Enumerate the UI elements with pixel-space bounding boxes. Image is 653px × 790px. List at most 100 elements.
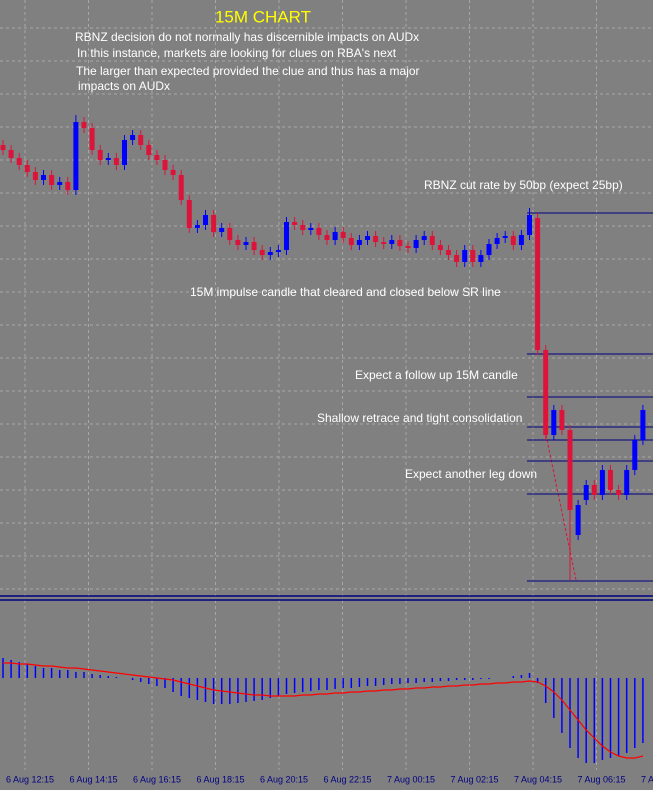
candle-body	[551, 410, 557, 435]
x-tick-label: 7 Aug 02:15	[450, 774, 498, 784]
chart-title: 15M CHART	[215, 7, 311, 26]
candle-body	[243, 242, 249, 245]
candle-body	[543, 350, 549, 435]
candle-body	[65, 182, 71, 190]
candle-body	[332, 232, 338, 240]
candle-body	[470, 250, 476, 262]
candle-body	[608, 470, 613, 490]
candle-body	[178, 175, 184, 200]
candle-body	[146, 145, 152, 155]
candle-body	[89, 128, 95, 150]
candle-body	[194, 225, 200, 228]
candle-body	[494, 238, 500, 244]
candle-body	[138, 135, 144, 145]
candle-body	[446, 250, 451, 255]
note: impacts on AUDx	[78, 79, 170, 93]
candle-body	[389, 240, 395, 244]
candle-body	[591, 485, 597, 495]
candle-body	[16, 158, 22, 165]
candle-body	[203, 215, 208, 225]
annotation: Shallow retrace and tight consolidation	[317, 411, 522, 425]
candle-body	[478, 255, 484, 262]
x-tick-label: 6 Aug 12:15	[6, 774, 54, 784]
candle-body	[284, 222, 289, 250]
candle-body	[316, 228, 322, 235]
candle-body	[251, 242, 257, 250]
x-tick-label: 7 Aug 00:15	[387, 774, 435, 784]
candle-body	[437, 245, 443, 250]
candle-body	[24, 165, 30, 172]
candle-body	[454, 255, 460, 262]
note: The larger than expected provided the cl…	[76, 64, 420, 78]
candle-body	[365, 236, 370, 240]
candle-body	[73, 122, 79, 190]
candle-body	[122, 140, 127, 165]
candle-body	[373, 236, 379, 242]
candle-body	[186, 200, 192, 228]
candle-body	[640, 410, 646, 440]
candle-body	[97, 150, 103, 160]
x-tick-label: 6 Aug 16:15	[133, 774, 181, 784]
candle-body	[381, 242, 387, 244]
candle-body	[235, 240, 241, 245]
annotation: RBNZ cut rate by 50bp (expect 25bp)	[424, 178, 623, 192]
candle-body	[275, 250, 281, 252]
candle-body	[219, 228, 225, 232]
candle-body	[583, 485, 589, 500]
candle-body	[308, 228, 314, 230]
candle-body	[462, 250, 468, 262]
candle-body	[527, 215, 532, 235]
x-tick-label: 6 Aug 20:15	[260, 774, 308, 784]
signal-line	[3, 662, 644, 759]
x-tick-label: 6 Aug 22:15	[323, 774, 371, 784]
candle-body	[113, 158, 119, 165]
candle-body	[510, 236, 516, 245]
candle-body	[57, 182, 63, 185]
candle-body	[575, 505, 581, 535]
candle-body	[632, 440, 638, 470]
candle-body	[356, 240, 362, 245]
candle-body	[624, 470, 630, 495]
candle-body	[130, 135, 136, 140]
candle-body	[162, 160, 168, 170]
candle-body	[105, 158, 111, 160]
candle-body	[259, 250, 265, 255]
candle-body	[267, 252, 273, 255]
candle-body	[486, 244, 492, 255]
candle-body	[292, 222, 298, 225]
candle-body	[348, 238, 354, 245]
candle-body	[567, 430, 573, 510]
annotation: Expect another leg down	[405, 467, 537, 481]
candle-body	[518, 235, 524, 245]
candle-body	[154, 155, 160, 160]
candle-body	[300, 225, 306, 230]
candle-body	[0, 145, 6, 150]
candle-body	[81, 122, 87, 128]
annotation: 15M impulse candle that cleared and clos…	[190, 285, 501, 299]
candle-body	[413, 240, 419, 248]
grid	[0, 0, 653, 770]
candle-body	[535, 218, 541, 350]
x-tick-label: 7 Aug 04:15	[514, 774, 562, 784]
candle-body	[49, 175, 55, 185]
candle-body	[227, 228, 233, 240]
candle-body	[170, 170, 176, 175]
candle-body	[405, 246, 411, 248]
annotation: Expect a follow up 15M candle	[355, 368, 518, 382]
candle-body	[502, 236, 508, 238]
x-tick-label: 7 Aug 08:15	[641, 774, 653, 784]
candle-body	[559, 410, 565, 430]
x-tick-label: 6 Aug 18:15	[196, 774, 244, 784]
candle-body	[8, 150, 14, 158]
candle-body	[421, 236, 427, 240]
candle-body	[32, 172, 38, 180]
candle-body	[324, 235, 330, 240]
candle-body	[340, 232, 346, 238]
note: In this instance, markets are looking fo…	[77, 46, 397, 60]
candle-body	[429, 236, 435, 245]
candle-body	[211, 215, 217, 232]
candle-body	[599, 470, 605, 495]
